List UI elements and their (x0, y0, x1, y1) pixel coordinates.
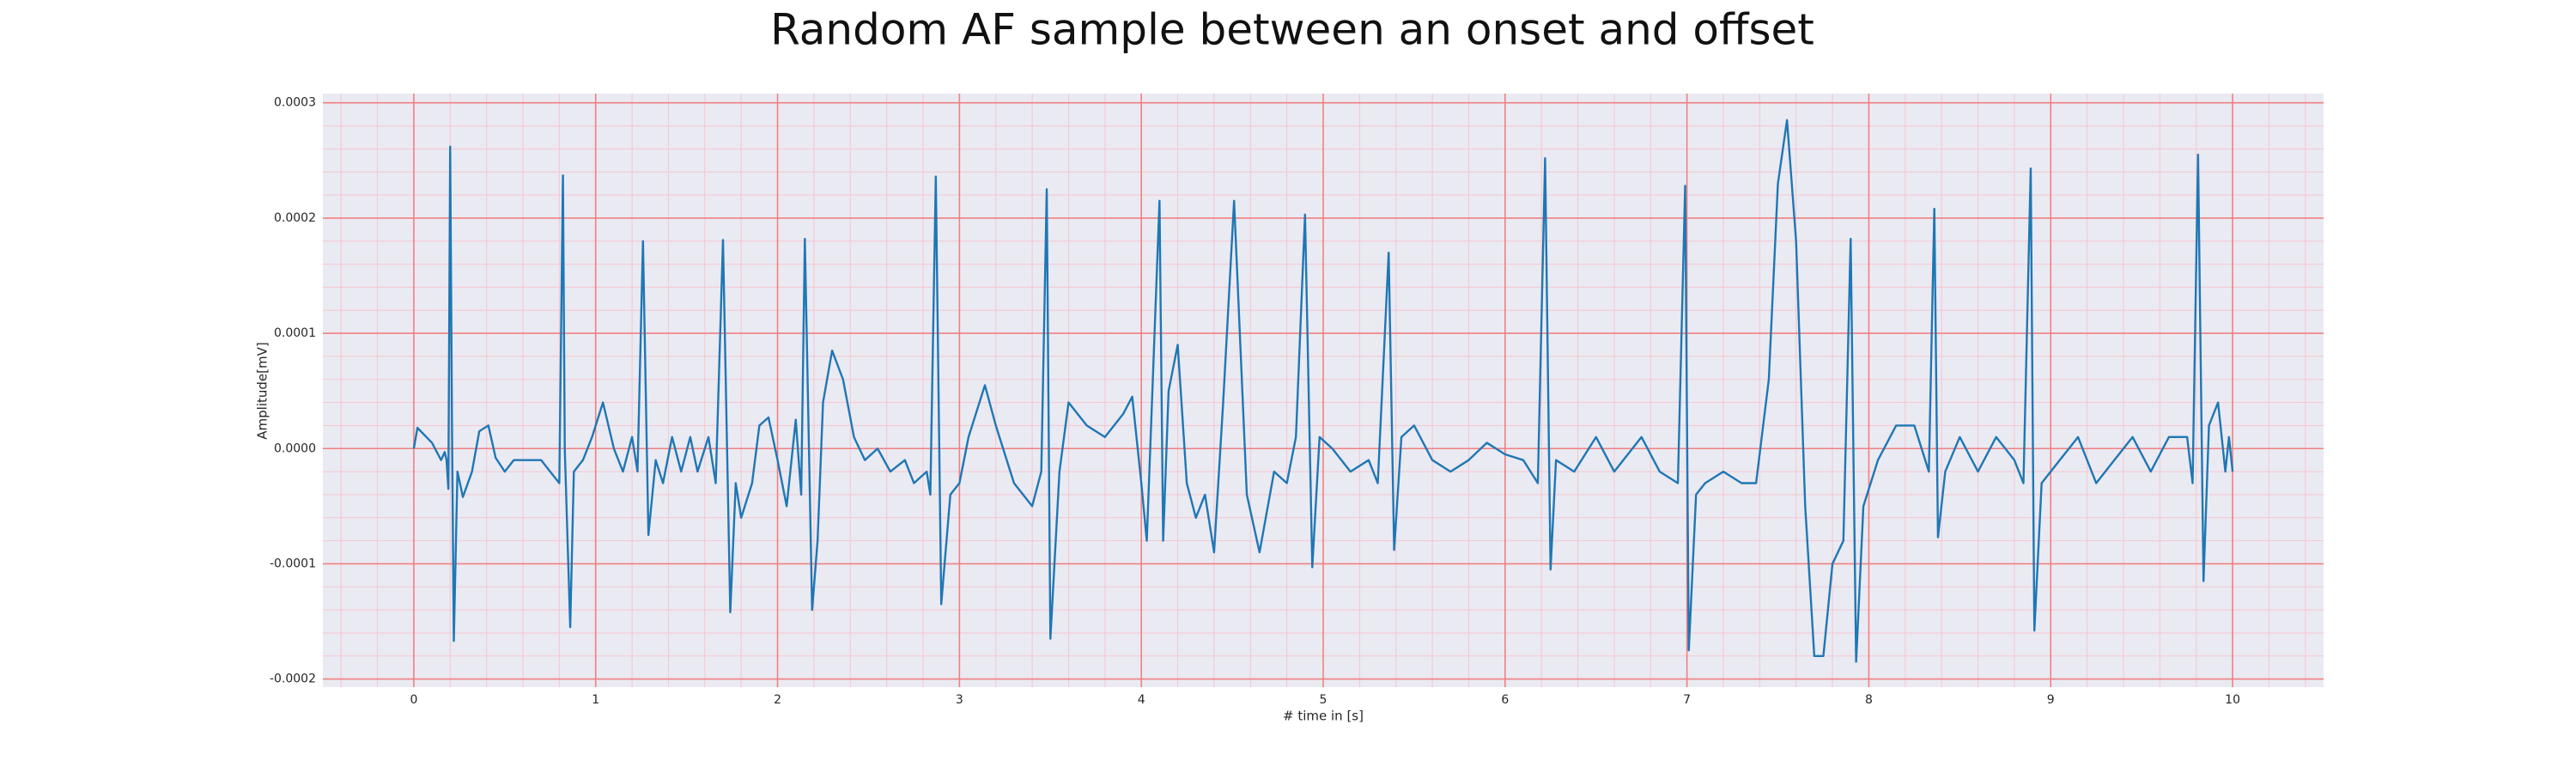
y-tick-label: 0.0002 (274, 211, 316, 225)
x-tick-label: 2 (774, 693, 781, 707)
y-tick-label: 0.0003 (274, 96, 316, 110)
x-tick-label: 6 (1501, 693, 1509, 707)
x-tick-label: 8 (1865, 693, 1873, 707)
x-tick-label: 3 (956, 693, 963, 707)
y-tick-label: -0.0001 (270, 557, 316, 570)
x-tick-label: 5 (1320, 693, 1327, 707)
x-tick-label: 1 (592, 693, 599, 707)
signal-line (412, 119, 2234, 663)
x-tick-label: 4 (1138, 693, 1145, 707)
chart-title: Random AF sample between an onset and of… (770, 5, 1814, 55)
y-axis-label: Amplitude[mV] (255, 342, 270, 439)
x-tick-label: 7 (1683, 693, 1691, 707)
x-tick-label: 9 (2047, 693, 2055, 707)
y-tick-label: 0.0001 (274, 326, 316, 340)
x-axis-label: # time in [s] (1283, 709, 1364, 724)
y-tick-label: -0.0002 (270, 673, 316, 686)
x-tick-label: 0 (410, 693, 417, 707)
y-tick-label: 0.0000 (274, 441, 316, 455)
x-tick-label: 10 (2225, 693, 2240, 707)
